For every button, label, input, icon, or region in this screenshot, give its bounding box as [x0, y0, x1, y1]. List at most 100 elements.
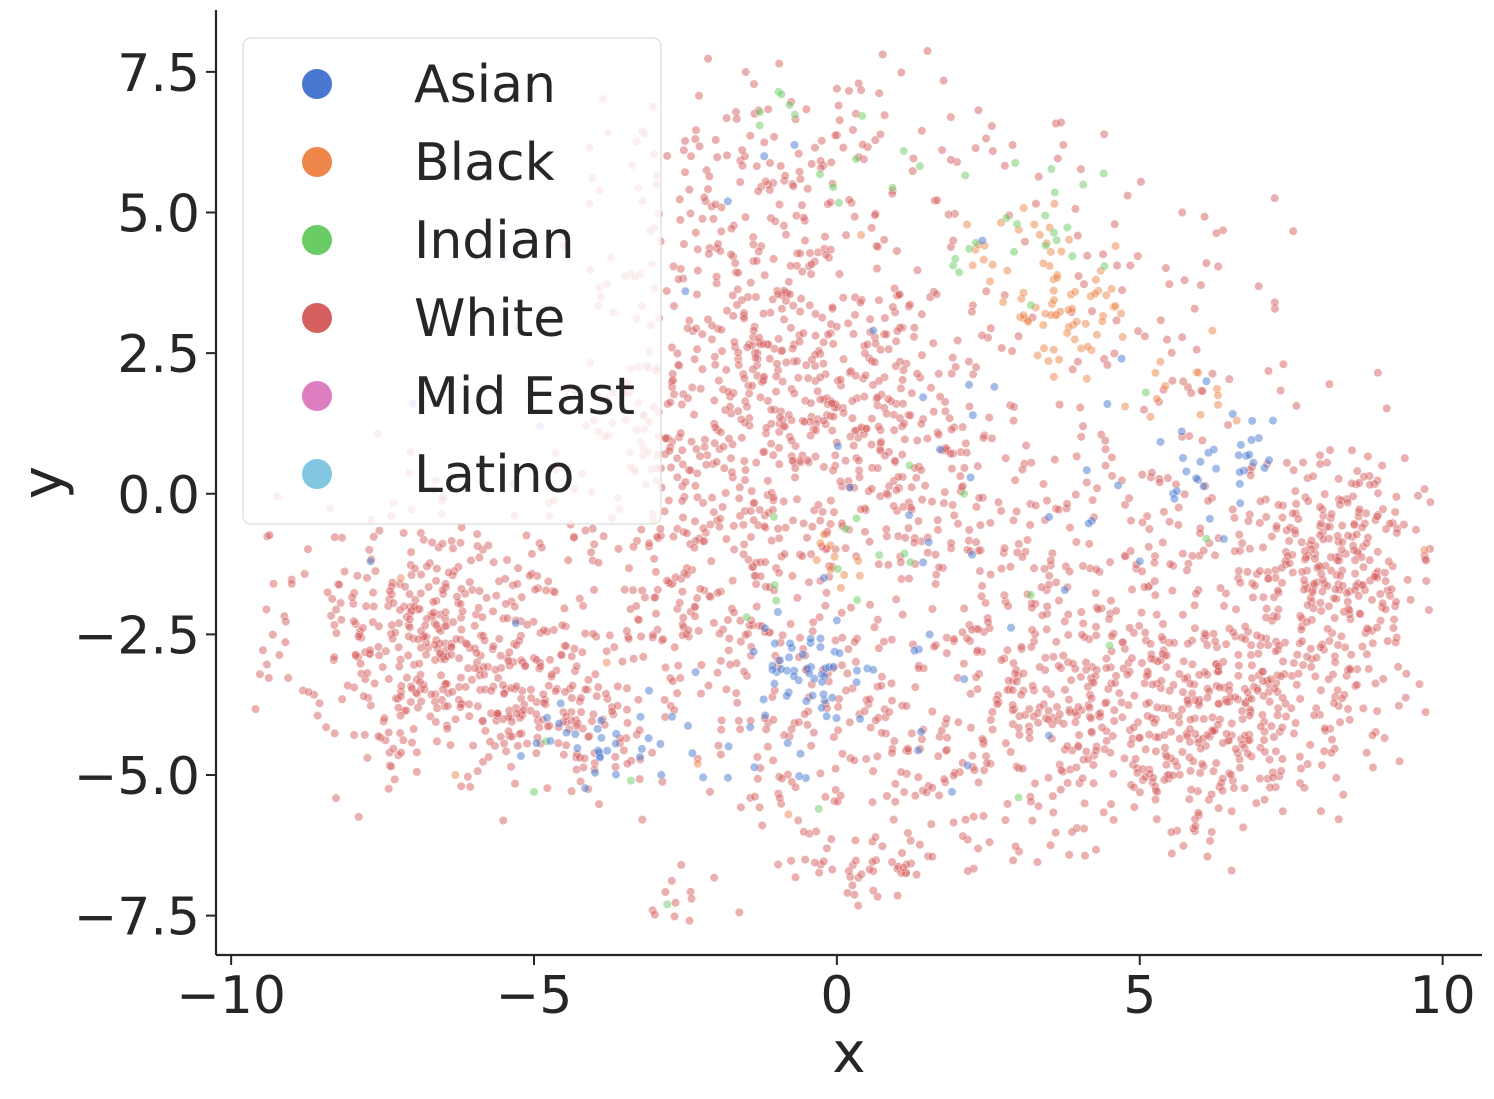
data-point — [587, 716, 597, 726]
data-point — [465, 782, 475, 792]
data-point — [703, 184, 713, 194]
data-point — [670, 898, 680, 908]
data-point — [811, 425, 821, 435]
data-point — [601, 689, 611, 699]
data-point — [1046, 247, 1056, 257]
data-point — [1060, 585, 1070, 595]
data-point — [1240, 783, 1250, 793]
data-point — [1293, 514, 1303, 524]
data-point — [933, 515, 943, 525]
data-point — [1393, 662, 1403, 672]
data-point — [735, 177, 745, 187]
data-point — [396, 691, 406, 701]
points-layer — [251, 46, 1435, 926]
data-point — [1330, 657, 1340, 667]
data-point — [870, 357, 880, 367]
data-point — [713, 588, 723, 598]
data-point — [804, 668, 814, 678]
data-point — [1186, 388, 1196, 398]
data-point — [1137, 566, 1147, 576]
data-point — [362, 753, 372, 763]
data-point — [531, 738, 541, 748]
data-point — [1126, 739, 1136, 749]
data-point — [974, 493, 984, 503]
data-point — [336, 598, 346, 608]
data-point — [511, 618, 521, 628]
data-point — [1021, 440, 1031, 450]
data-point — [946, 424, 956, 434]
data-point — [611, 770, 621, 780]
data-point — [729, 521, 739, 531]
data-point — [1358, 642, 1368, 652]
data-point — [977, 236, 987, 246]
data-point — [868, 380, 878, 390]
data-point — [1141, 744, 1151, 754]
data-point — [759, 372, 769, 382]
data-point — [916, 465, 926, 475]
data-point — [1264, 455, 1274, 465]
data-point — [1091, 588, 1101, 598]
data-point — [1363, 451, 1373, 461]
data-point — [1415, 679, 1425, 689]
data-point — [789, 388, 799, 398]
data-point — [1167, 376, 1177, 386]
data-point — [501, 746, 511, 756]
data-point — [1078, 180, 1088, 190]
data-point — [732, 698, 742, 708]
data-point — [705, 520, 715, 530]
data-point — [385, 586, 395, 596]
data-point — [1337, 521, 1347, 531]
data-point — [496, 732, 506, 742]
data-point — [1042, 624, 1052, 634]
data-point — [1298, 660, 1308, 670]
data-point — [455, 538, 465, 548]
data-point — [1297, 567, 1307, 577]
data-point — [1218, 774, 1228, 784]
data-point — [949, 510, 959, 520]
legend-marker — [302, 381, 332, 411]
data-point — [340, 566, 350, 576]
data-point — [1070, 334, 1080, 344]
data-point — [714, 376, 724, 386]
data-point — [1377, 461, 1387, 471]
data-point — [778, 377, 788, 387]
data-point — [1190, 623, 1200, 633]
data-point — [687, 748, 697, 758]
data-point — [867, 223, 877, 233]
data-point — [1255, 640, 1265, 650]
data-point — [935, 444, 945, 454]
data-point — [1052, 235, 1062, 245]
data-point — [959, 674, 969, 684]
data-point — [954, 267, 964, 277]
data-point — [1091, 845, 1101, 855]
data-point — [412, 767, 422, 777]
data-point — [752, 256, 762, 266]
data-point — [833, 564, 843, 574]
data-point — [770, 638, 780, 648]
data-point — [450, 770, 460, 780]
data-point — [898, 610, 908, 620]
data-point — [928, 338, 938, 348]
data-point — [1049, 345, 1059, 355]
data-point — [510, 602, 520, 612]
data-point — [520, 661, 530, 671]
data-point — [1065, 566, 1075, 576]
data-point — [976, 591, 986, 601]
data-point — [668, 676, 678, 686]
data-point — [1201, 258, 1211, 268]
data-point — [695, 584, 705, 594]
data-point — [1055, 400, 1065, 410]
data-point — [576, 707, 586, 717]
data-point — [959, 489, 969, 499]
data-point — [532, 655, 542, 665]
data-point — [874, 295, 884, 305]
data-point — [1026, 458, 1036, 468]
data-point — [430, 640, 440, 650]
data-point — [729, 337, 739, 347]
data-point — [1327, 735, 1337, 745]
data-point — [1213, 261, 1223, 271]
data-point — [960, 170, 970, 180]
data-point — [437, 695, 447, 705]
data-point — [1089, 678, 1099, 688]
data-point — [1001, 453, 1011, 463]
